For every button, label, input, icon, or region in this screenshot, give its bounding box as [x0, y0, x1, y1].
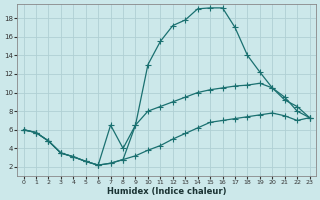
X-axis label: Humidex (Indice chaleur): Humidex (Indice chaleur) — [107, 187, 226, 196]
